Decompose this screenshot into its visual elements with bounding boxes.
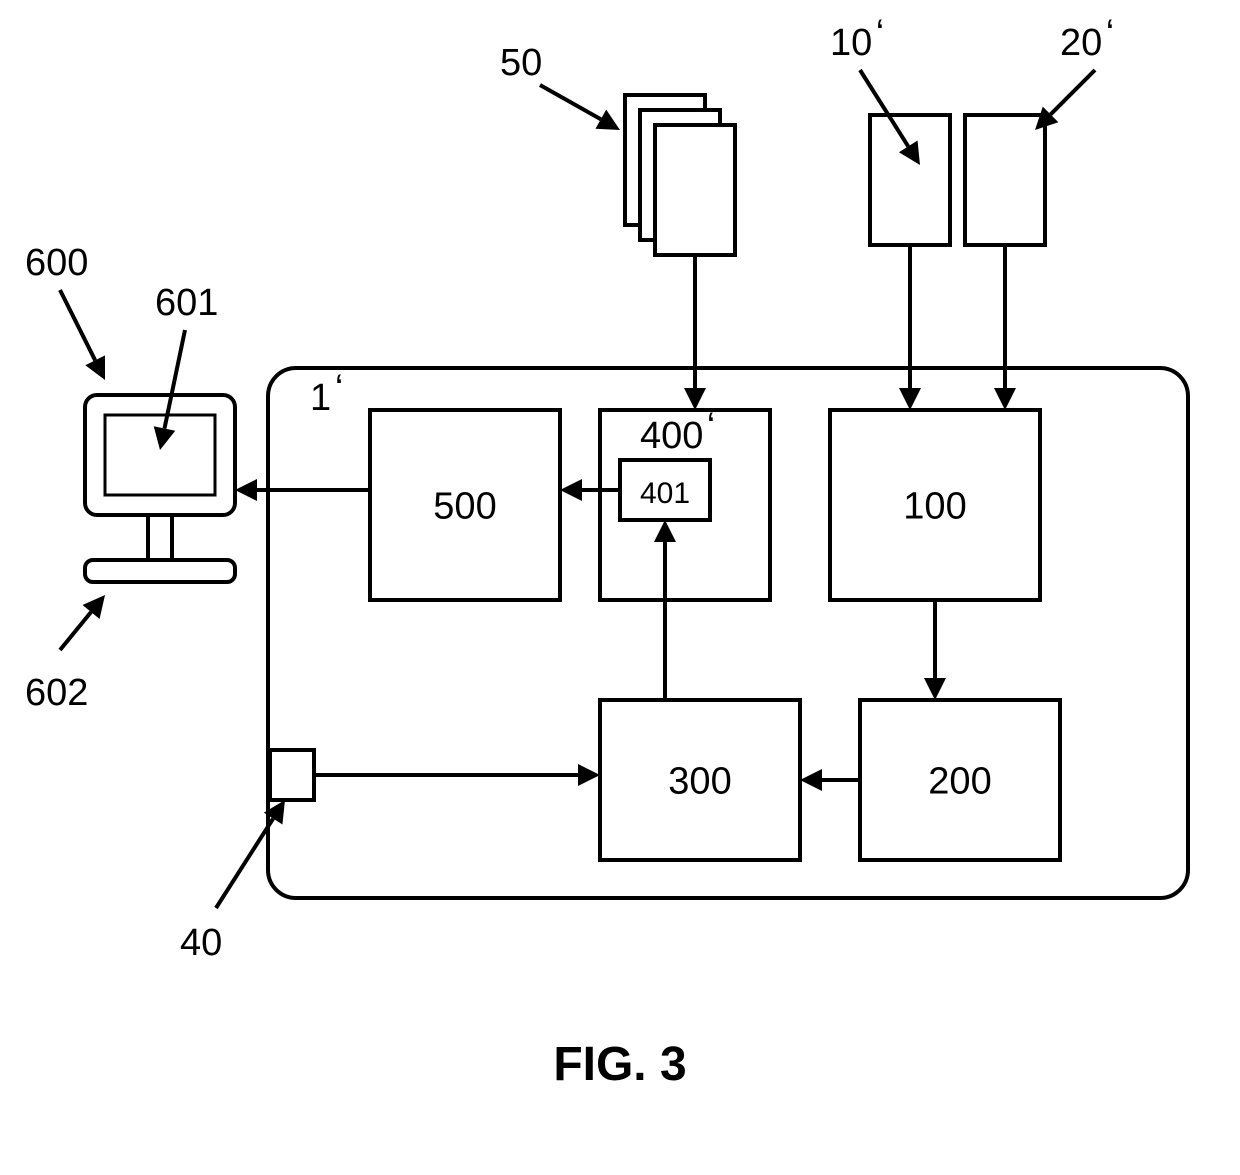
block-300-label: 300 bbox=[668, 760, 731, 802]
block-100-label: 100 bbox=[903, 485, 966, 527]
callout-50 bbox=[540, 85, 620, 130]
label: 601 bbox=[155, 282, 218, 324]
flow-5 bbox=[654, 520, 676, 700]
flow-6 bbox=[560, 479, 620, 501]
doc-20 bbox=[965, 115, 1045, 245]
callout-40 bbox=[216, 800, 285, 908]
label: ‘ bbox=[707, 406, 715, 448]
callout-600 bbox=[60, 290, 105, 380]
monitor-outer bbox=[85, 395, 235, 515]
monitor-inner bbox=[105, 415, 215, 495]
monitor-neck bbox=[148, 515, 172, 560]
label: 20 bbox=[1060, 22, 1102, 64]
block-200-label: 200 bbox=[928, 760, 991, 802]
fig-caption: FIG. 3 bbox=[553, 1038, 686, 1091]
label: 10 bbox=[830, 22, 872, 64]
flow-8 bbox=[314, 764, 600, 786]
label: 400 bbox=[640, 415, 703, 457]
label: 1 bbox=[310, 377, 331, 419]
flow-3 bbox=[924, 600, 946, 700]
doc-10 bbox=[870, 115, 950, 245]
label: 401 bbox=[640, 477, 690, 510]
label: ‘ bbox=[335, 368, 343, 410]
callout-602 bbox=[60, 595, 105, 650]
label: 40 bbox=[180, 922, 222, 964]
flow-2 bbox=[994, 245, 1016, 410]
callout-20 bbox=[1035, 70, 1095, 130]
label: ‘ bbox=[876, 13, 884, 55]
flow-4 bbox=[800, 769, 860, 791]
flow-7 bbox=[235, 479, 370, 501]
container-1prime bbox=[268, 368, 1188, 898]
label: 50 bbox=[500, 42, 542, 84]
label: ‘ bbox=[1106, 13, 1114, 55]
block-500-label: 500 bbox=[433, 485, 496, 527]
callout-601 bbox=[154, 330, 185, 450]
flow-0 bbox=[684, 255, 706, 410]
monitor-base bbox=[85, 560, 235, 582]
label: 602 bbox=[25, 672, 88, 714]
label: 600 bbox=[25, 242, 88, 284]
doc-50-2 bbox=[655, 125, 735, 255]
block-40 bbox=[270, 750, 314, 800]
flow-1 bbox=[899, 245, 921, 410]
